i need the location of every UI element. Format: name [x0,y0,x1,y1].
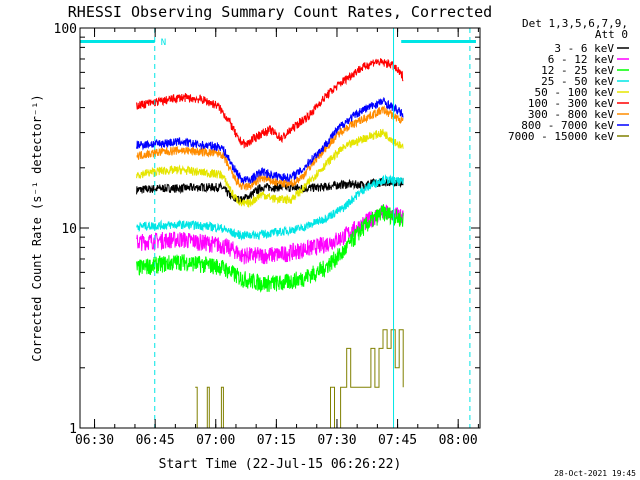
detector-list: Det 1,3,5,6,7,9, [522,17,628,30]
legend-label-7: 800 - 7000 keV [521,119,614,132]
series-line-5 [136,58,404,149]
series-line-0 [136,176,404,205]
legend-label-8: 7000 - 15000 keV [508,130,614,143]
legend-label-5: 100 - 300 keV [528,97,614,110]
series-line-4 [136,128,404,208]
x-tick-label-6: 08:00 [439,433,478,448]
x-axis-label: Start Time (22-Jul-15 06:26:22) [159,457,402,472]
series-line-1 [136,204,404,265]
y-axis-label: Corrected Count Rate (s⁻¹ detector⁻¹) [30,94,44,361]
attenuator-state: Att 0 [595,28,628,41]
legend-label-4: 50 - 100 keV [535,86,615,99]
night-bar-1 [401,40,476,43]
chart-title: RHESSI Observing Summary Count Rates, Co… [68,3,492,21]
series-line-6 [136,104,404,191]
legend-label-0: 3 - 6 keV [554,42,614,55]
x-tick-label-1: 06:45 [136,433,175,448]
y-tick-label-2: 100 [54,22,77,37]
series-line-2 [136,204,404,293]
plot-axes: 06:30 06:45 07:00 07:15 07:30 07:45 08:00 1 10 10… [54,22,481,448]
footer-date: 28-Oct-2021 19:45 [554,469,636,478]
night-bar-0 [80,40,155,43]
series-line-3 [136,173,404,241]
legend-label-6: 300 - 800 keV [528,108,614,121]
y-tick-label-1: 10 [61,222,77,237]
x-tick-label-0: 06:30 [75,433,114,448]
legend-label-1: 6 - 12 keV [548,53,615,66]
series-line-7 [136,96,404,185]
x-tick-label-3: 07:15 [257,433,296,448]
legend-label-3: 25 - 50 keV [541,75,614,88]
y-tick-label-0: 1 [69,422,77,437]
night-flag-label: N [161,38,166,48]
x-tick-label-4: 07:30 [317,433,356,448]
x-tick-label-2: 07:00 [196,433,235,448]
x-tick-label-5: 07:45 [378,433,417,448]
legend-label-2: 12 - 25 keV [541,64,614,77]
